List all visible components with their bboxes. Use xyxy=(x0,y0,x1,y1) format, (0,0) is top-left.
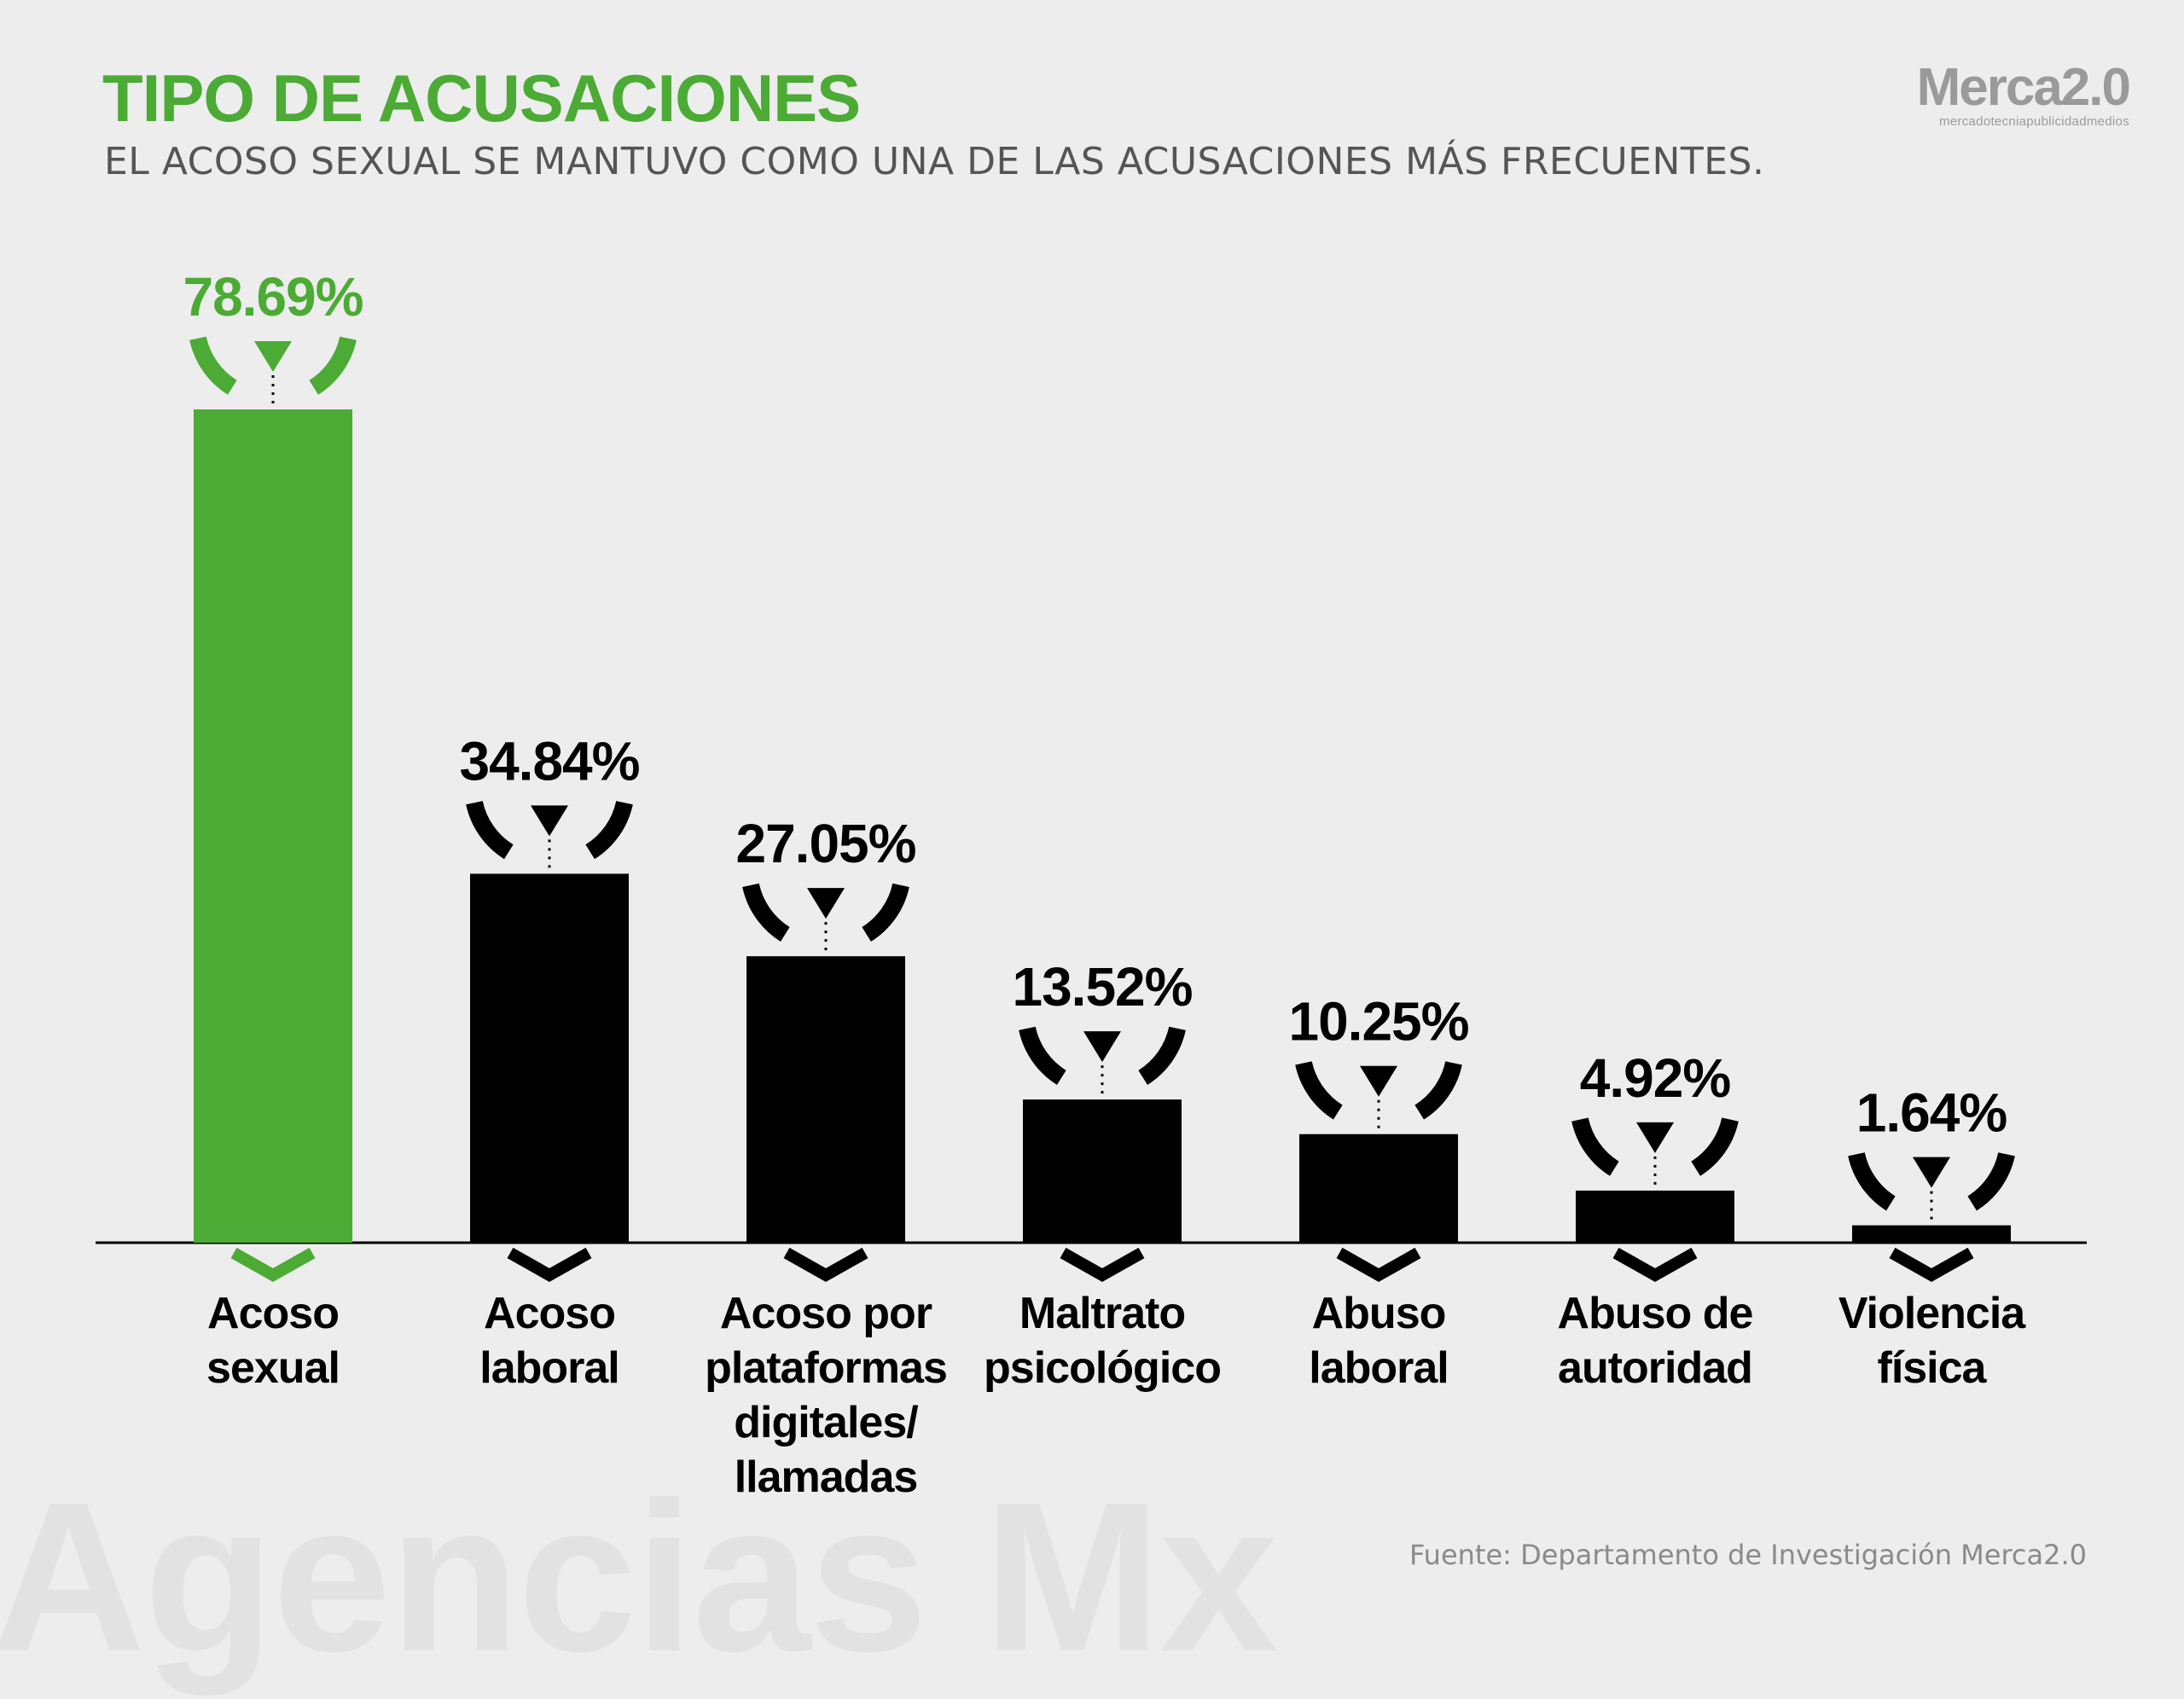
callout-bracket-right xyxy=(585,800,633,860)
callout-bracket-left xyxy=(1848,1151,1896,1211)
category-label: Acoso por xyxy=(720,1289,932,1338)
category-label: Acoso xyxy=(484,1289,615,1338)
bar xyxy=(1299,1134,1458,1243)
data-label: 4.92% xyxy=(1580,1047,1731,1109)
bar xyxy=(1023,1099,1182,1243)
brand-logo: Merca2.0 mercadotecniapublicidadmedios xyxy=(1916,58,2131,130)
callout-bracket-left xyxy=(466,800,514,860)
bar xyxy=(746,956,905,1243)
callout-bracket-right xyxy=(1414,1061,1462,1120)
data-label: 1.64% xyxy=(1856,1082,2007,1144)
category-chevron xyxy=(1612,1247,1698,1283)
category-label: Maltrato xyxy=(1019,1289,1185,1338)
category-label: sexual xyxy=(206,1343,340,1393)
bar xyxy=(1852,1225,2011,1243)
category-label: plataformas xyxy=(705,1343,947,1393)
data-label: 27.05% xyxy=(735,813,915,874)
category-label: laboral xyxy=(479,1343,619,1393)
category-label: autoridad xyxy=(1558,1343,1752,1393)
category-label: Abuso xyxy=(1312,1289,1446,1338)
callout-bracket-left xyxy=(1019,1026,1066,1085)
category-chevron xyxy=(1060,1247,1145,1283)
chart-subtitle: EL ACOSO SEXUAL SE MANTUVO COMO UNA DE L… xyxy=(104,140,1765,183)
callout-bracket-left xyxy=(189,336,237,395)
bar xyxy=(470,873,629,1243)
category-label: laboral xyxy=(1309,1343,1449,1393)
bar xyxy=(1576,1190,1734,1243)
category-label: Acoso xyxy=(207,1289,339,1338)
data-label: 78.69% xyxy=(183,266,363,328)
category-chevron xyxy=(507,1247,592,1283)
bar-chart: 78.69% Acoso sexual 34.84% Acoso laboral 27.05… xyxy=(96,266,2087,1502)
data-label: 34.84% xyxy=(459,730,639,792)
data-label: 13.52% xyxy=(1012,956,1192,1018)
category-chevron xyxy=(1336,1247,1421,1283)
callout-bracket-right xyxy=(1138,1026,1186,1085)
logo-tagline: mercadotecniapublicidadmedios xyxy=(1939,114,2129,129)
callout-bracket-left xyxy=(742,883,790,942)
pointer-triangle xyxy=(1083,1031,1121,1063)
callout-bracket-right xyxy=(1691,1117,1739,1176)
category-label: llamadas xyxy=(735,1453,918,1502)
pointer-triangle xyxy=(1636,1122,1674,1153)
pointer-triangle xyxy=(254,341,292,372)
bar xyxy=(194,409,352,1243)
category-label: psicológico xyxy=(984,1343,1221,1393)
data-label: 10.25% xyxy=(1288,991,1468,1052)
category-chevron xyxy=(1889,1247,1974,1283)
category-label: Violencia xyxy=(1838,1289,2026,1338)
category-label: Abuso de xyxy=(1558,1289,1753,1338)
pointer-triangle xyxy=(807,888,845,919)
callout-bracket-right xyxy=(1967,1151,2015,1211)
callout-bracket-left xyxy=(1571,1117,1619,1176)
callout-bracket-left xyxy=(1295,1061,1343,1120)
chart-title: TIPO DE ACUSACIONES xyxy=(102,61,861,136)
category-label: digitales/ xyxy=(734,1398,918,1447)
category-chevron xyxy=(783,1247,868,1283)
logo-wordmark: Merca2.0 xyxy=(1916,58,2131,117)
pointer-triangle xyxy=(531,805,568,837)
callout-bracket-right xyxy=(862,883,909,942)
category-label: física xyxy=(1878,1343,1988,1393)
callout-bracket-right xyxy=(309,336,357,395)
pointer-triangle xyxy=(1360,1065,1397,1097)
pointer-triangle xyxy=(1913,1157,1950,1188)
source-note: Fuente: Departamento de Investigación Me… xyxy=(1409,1539,2087,1571)
category-chevron xyxy=(230,1247,316,1283)
